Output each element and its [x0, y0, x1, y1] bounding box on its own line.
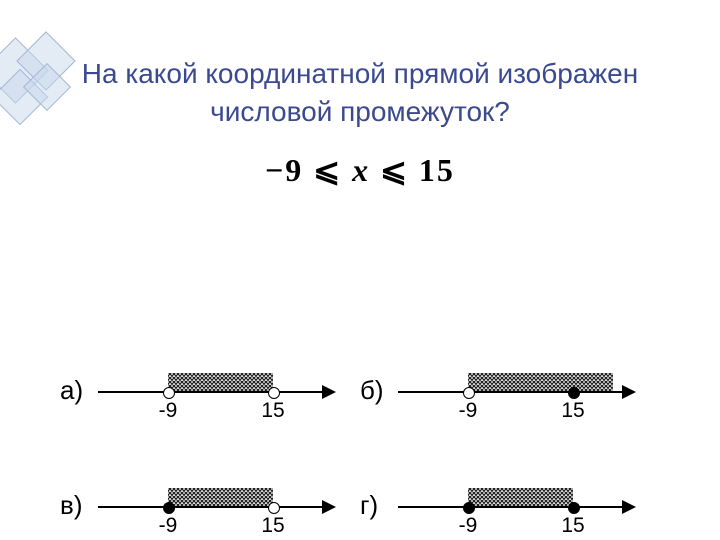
- arrowhead-icon: [622, 385, 636, 399]
- option-b[interactable]: б) -9 15: [360, 365, 660, 425]
- option-g[interactable]: г) -9 15: [360, 480, 660, 540]
- open-point-icon: [463, 387, 475, 399]
- open-point-icon: [268, 502, 280, 514]
- option-label: б): [360, 375, 390, 406]
- question-title: На какой координатной прямой изображен ч…: [0, 55, 720, 131]
- formula-a: −9: [265, 152, 303, 188]
- axis-line: [98, 391, 325, 393]
- hatch-region: [168, 373, 273, 391]
- tick-label-left: -9: [159, 514, 178, 538]
- tick-label-left: -9: [459, 514, 478, 538]
- inequality-formula: −9 ⩽ x ⩽ 15: [0, 151, 720, 189]
- tick-label-left: -9: [459, 399, 478, 423]
- arrowhead-icon: [322, 385, 336, 399]
- number-line: -9 15: [98, 480, 333, 540]
- option-label: г): [360, 490, 390, 521]
- tick-label-right: 15: [561, 514, 584, 538]
- tick-label-left: -9: [159, 399, 178, 423]
- formula-b: 15: [419, 152, 455, 188]
- title-line-2: числовой промежуток?: [210, 96, 510, 127]
- option-label: а): [60, 375, 90, 406]
- formula-var: x: [352, 152, 370, 188]
- tick-label-right: 15: [261, 399, 284, 423]
- option-v[interactable]: в) -9 15: [60, 480, 360, 540]
- closed-point-icon: [568, 502, 580, 514]
- formula-le1: ⩽: [313, 152, 342, 188]
- hatch-region: [468, 488, 573, 506]
- closed-point-icon: [463, 502, 475, 514]
- number-line: -9 15: [398, 365, 633, 425]
- open-point-icon: [163, 387, 175, 399]
- axis-line: [98, 506, 325, 508]
- arrowhead-icon: [322, 500, 336, 514]
- option-a[interactable]: а) -9 15: [60, 365, 360, 425]
- formula-le2: ⩽: [380, 152, 409, 188]
- tick-label-right: 15: [261, 514, 284, 538]
- option-label: в): [60, 490, 90, 521]
- hatch-region: [168, 488, 273, 506]
- number-line: -9 15: [398, 480, 633, 540]
- arrowhead-icon: [622, 500, 636, 514]
- axis-line: [398, 506, 625, 508]
- axis-line: [398, 391, 625, 393]
- open-point-icon: [268, 387, 280, 399]
- closed-point-icon: [568, 387, 580, 399]
- number-line: -9 15: [98, 365, 333, 425]
- tick-label-right: 15: [561, 399, 584, 423]
- closed-point-icon: [163, 502, 175, 514]
- hatch-region: [468, 373, 613, 391]
- options-grid: а) -9 15 б) -9 15 в) -9 15 г) -9 15: [0, 365, 720, 540]
- slide-corner-decoration: [0, 45, 80, 135]
- title-line-1: На какой координатной прямой изображен: [82, 58, 638, 89]
